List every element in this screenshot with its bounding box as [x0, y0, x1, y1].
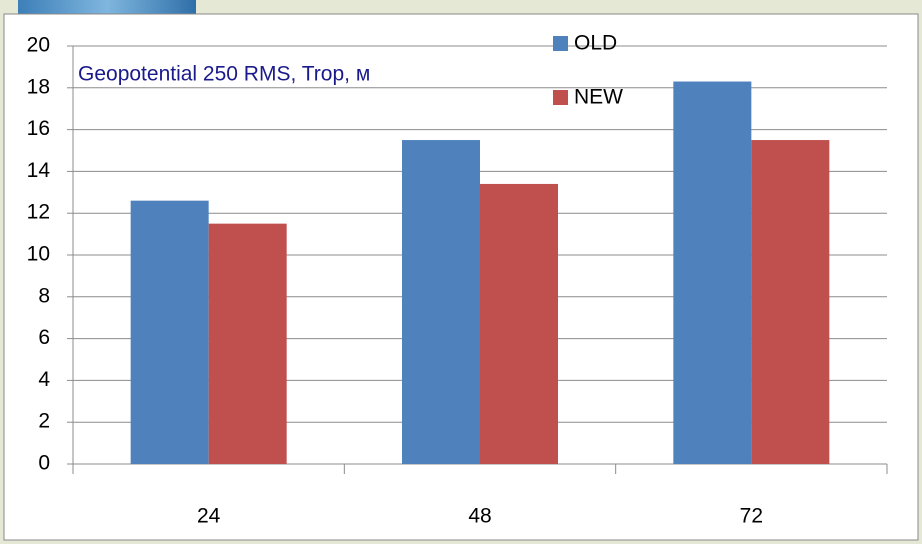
y-tick-label: 16 [27, 117, 50, 140]
legend-swatch [553, 90, 568, 105]
y-tick-label: 8 [38, 284, 50, 307]
x-tick-label: 48 [468, 505, 491, 528]
y-tick-label: 12 [27, 201, 50, 224]
y-tick-label: 2 [38, 410, 50, 433]
header-image [18, 0, 196, 14]
y-tick-label: 0 [38, 452, 50, 475]
y-tick-label: 6 [38, 326, 50, 349]
bar [131, 201, 209, 464]
bar [402, 140, 480, 464]
y-tick-label: 10 [27, 243, 50, 266]
y-tick-label: 14 [27, 159, 51, 182]
y-tick-label: 4 [38, 368, 50, 391]
legend-label: OLD [574, 32, 617, 55]
bar [480, 184, 558, 464]
y-tick-label: 18 [27, 75, 50, 98]
legend-label: NEW [574, 86, 623, 109]
legend-swatch [553, 36, 568, 51]
x-tick-label: 72 [740, 505, 763, 528]
bar [751, 140, 829, 464]
bar [673, 82, 751, 464]
bar [209, 224, 287, 464]
chart-title: Geopotential 250 RMS, Trop, м [78, 63, 370, 86]
x-tick-label: 24 [197, 505, 221, 528]
y-tick-label: 20 [27, 34, 50, 57]
chart: Geopotential 250 RMS, Trop, м 0246810121… [0, 0, 922, 544]
